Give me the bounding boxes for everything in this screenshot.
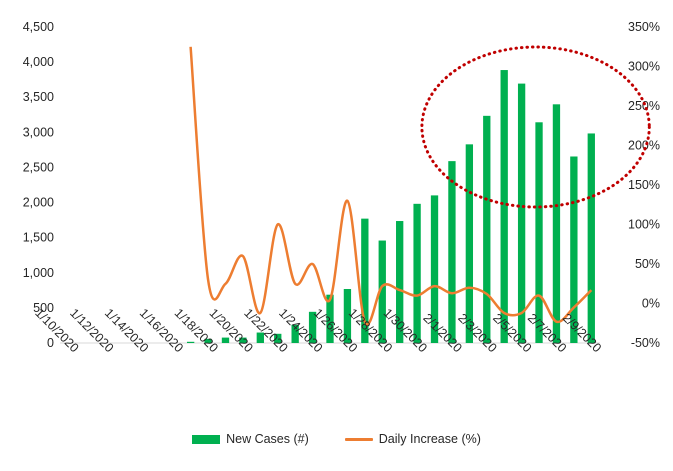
y-right-tick-label: 0%: [642, 297, 660, 311]
y-right-tick-label: 200%: [628, 139, 660, 153]
bar: [378, 240, 386, 343]
y-left-tick-label: 3,500: [23, 90, 54, 104]
bar: [413, 203, 421, 343]
legend: New Cases (#) Daily Increase (%): [0, 432, 673, 446]
x-tick-label: 2/9/2020: [560, 311, 604, 355]
y-right-tick-label: 50%: [635, 257, 660, 271]
bar: [448, 161, 456, 343]
y-right-tick-label: 250%: [628, 99, 660, 113]
legend-swatch-bar: [192, 434, 221, 444]
y-left-tick-label: 500: [33, 301, 54, 315]
bar: [256, 332, 264, 343]
bar: [308, 311, 317, 343]
bar: [186, 341, 195, 343]
bar: [483, 115, 491, 343]
legend-label-daily-increase: Daily Increase (%): [378, 432, 481, 446]
bar: [204, 338, 212, 343]
legend-item-daily-increase: Daily Increase (%): [344, 432, 481, 446]
y-left-tick-label: 1,500: [23, 231, 54, 245]
bar: [343, 288, 352, 343]
legend-label-new-cases: New Cases (#): [226, 432, 309, 446]
bar: [465, 144, 474, 343]
y-left-tick-label: 4,000: [23, 55, 54, 69]
legend-item-new-cases: New Cases (#): [192, 432, 309, 446]
y-left-tick-label: 3,000: [23, 125, 54, 139]
bar: [291, 324, 299, 343]
y-left-tick-label: 2,500: [23, 160, 54, 174]
chart: 0 500 1,000 1,500 2,000 2,500 3,000 3,500 4,000 4…: [23, 20, 660, 355]
bar: [552, 104, 561, 343]
bar: [396, 221, 404, 343]
bar: [326, 294, 334, 343]
y-left-tick-label: 1,000: [23, 266, 54, 280]
y-axis-left: 0 500 1,000 1,500 2,000 2,500 3,000 3,500 4,000 4…: [23, 20, 54, 350]
y-left-tick-label: 0: [47, 336, 54, 350]
bar: [517, 83, 526, 343]
bar-series: [186, 70, 595, 344]
y-right-tick-label: 350%: [628, 20, 660, 34]
y-left-tick-label: 4,500: [23, 20, 54, 34]
y-right-tick-label: 150%: [628, 178, 660, 192]
legend-swatch-line: [344, 437, 373, 441]
y-left-tick-label: 2,000: [23, 196, 54, 210]
daily-increase-line: [189, 46, 593, 326]
bar: [587, 133, 595, 343]
bar: [535, 122, 543, 343]
bar: [239, 337, 247, 343]
y-axis-right: -50% 0% 50% 100% 150% 200% 250% 300% 350%: [628, 20, 660, 350]
annotation-dotted-ellipse: [420, 45, 651, 209]
y-right-tick-label: 100%: [628, 218, 660, 232]
bar: [500, 70, 508, 344]
y-right-tick-label: 300%: [628, 60, 660, 74]
bar: [430, 195, 439, 343]
bar: [221, 337, 230, 343]
y-right-tick-label: -50%: [631, 336, 660, 350]
bar: [570, 156, 578, 343]
bar: [274, 333, 282, 343]
bar: [361, 218, 369, 343]
